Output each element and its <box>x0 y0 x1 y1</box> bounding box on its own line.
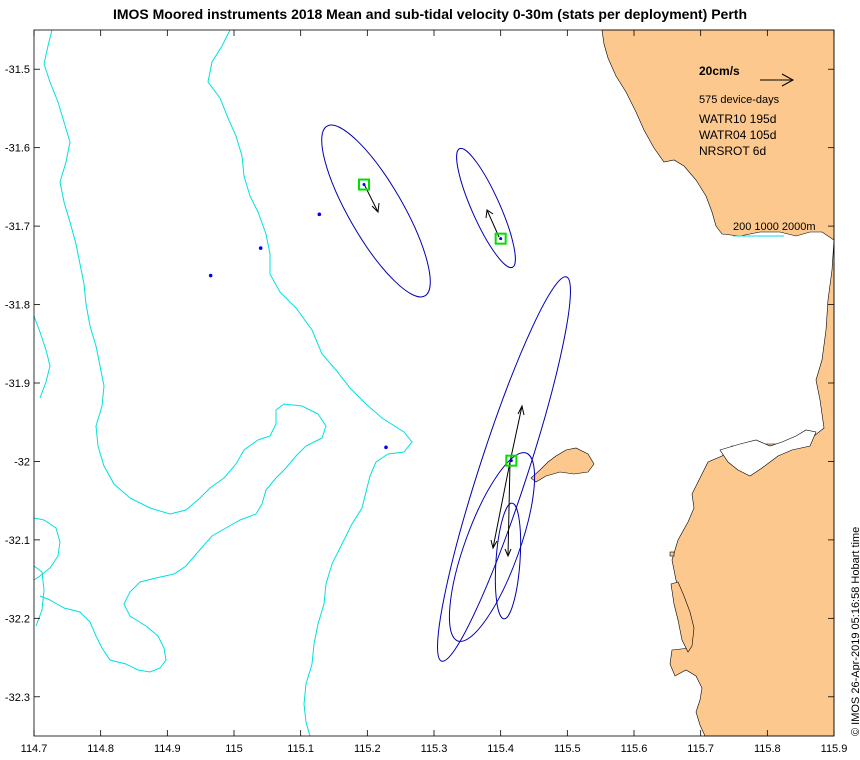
credit-text: © IMOS 26-Apr-2019 05:16:58 Hobart time <box>850 526 860 736</box>
mooring-dot <box>499 237 503 241</box>
mooring-dot <box>362 183 366 187</box>
x-tick-label: 114.8 <box>87 743 114 755</box>
variance-ellipses <box>321 124 571 662</box>
y-tick-label: -31.5 <box>5 64 30 76</box>
ellipse-watr10 <box>321 124 431 298</box>
river-estuary <box>719 429 817 477</box>
isobath-2000m <box>33 315 51 399</box>
islet <box>669 551 675 557</box>
y-tick-label: -31.9 <box>5 378 30 390</box>
isobath-2000m-far <box>33 565 45 627</box>
ellipse-nrsrot-lower <box>448 452 536 642</box>
isobath-legend-label: 200 1000 2000m <box>733 221 816 233</box>
site-dot <box>208 273 213 278</box>
y-tick-label: -31.6 <box>5 143 30 155</box>
ellipse-nrsrot-small <box>494 502 522 620</box>
x-tick-label: 115.9 <box>821 743 848 755</box>
x-tick-label: 115.3 <box>421 743 448 755</box>
site-dot <box>258 246 263 250</box>
site-dot <box>384 445 388 450</box>
mooring-markers <box>358 178 518 467</box>
y-tick-label: -32.2 <box>5 613 30 625</box>
isobath-2000m-south <box>33 517 61 581</box>
y-tick-label: -31.7 <box>5 221 30 233</box>
isobath-200m <box>207 29 413 737</box>
deployment-1: WATR04 105d <box>699 128 776 142</box>
x-tick-label: 115.8 <box>754 743 781 755</box>
y-tick-label: -32.3 <box>5 692 30 704</box>
y-axis: -31.5 -31.6 -31.7 -31.8 -31.9 -32 -32.1 -32.2 -3… <box>5 64 834 704</box>
mooring-marker-nrsrot <box>505 454 518 467</box>
garden-island <box>670 581 695 653</box>
mooring-marker-watr04 <box>494 232 507 245</box>
arrow-nrsrot-west <box>490 461 511 550</box>
deployment-2: NRSROT 6d <box>699 144 766 158</box>
x-axis: 114.7 114.8 114.9 115 115.1 115.2 115.3 115.4 11… <box>21 30 848 755</box>
arrow-watr10 <box>363 183 380 214</box>
device-days: 575 device-days <box>699 94 780 106</box>
x-tick-label: 115.7 <box>687 743 714 755</box>
site-dots <box>208 212 388 450</box>
x-tick-label: 115.5 <box>554 743 581 755</box>
land <box>530 29 835 737</box>
x-tick-label: 115.4 <box>487 743 514 755</box>
rottnest-island <box>530 447 595 483</box>
arrow-watr04 <box>485 209 500 238</box>
scale-label: 20cm/s <box>699 64 740 78</box>
x-tick-label: 115.6 <box>621 743 648 755</box>
y-tick-label: -32.1 <box>5 535 30 547</box>
legend: 20cm/s 575 device-days WATR10 195d WATR0… <box>699 64 816 237</box>
x-tick-label: 115.1 <box>287 743 314 755</box>
y-tick-label: -32 <box>14 456 30 468</box>
ellipse-nrsrot-outer <box>437 276 571 662</box>
isobaths <box>33 29 413 737</box>
x-tick-label: 115 <box>225 743 243 755</box>
x-tick-label: 114.9 <box>154 743 181 755</box>
isobath-1000m <box>39 29 327 673</box>
map-title: IMOS Moored instruments 2018 Mean and su… <box>112 6 748 22</box>
ellipse-watr04 <box>456 147 516 269</box>
site-dot <box>317 212 322 217</box>
y-tick-label: -31.8 <box>5 300 30 312</box>
x-tick-label: 115.2 <box>354 743 381 755</box>
deployment-0: WATR10 195d <box>699 112 776 126</box>
arrow-nrsrot-south <box>504 461 512 558</box>
scale-arrow <box>760 73 795 87</box>
mooring-dot <box>509 459 513 463</box>
mooring-marker-watr10 <box>358 178 370 191</box>
arrow-nrsrot-north <box>509 404 525 463</box>
x-tick-label: 114.7 <box>21 743 48 755</box>
